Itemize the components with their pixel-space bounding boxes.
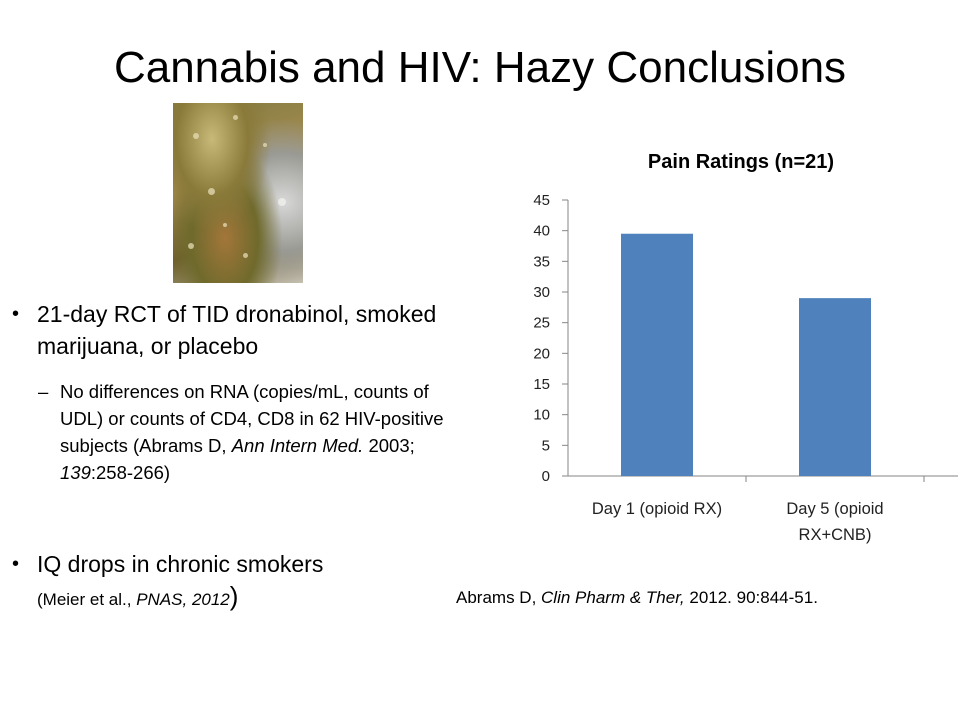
bullet-iq-text: IQ drops in chronic smokers — [37, 551, 324, 577]
y-tick-label: 30 — [533, 284, 550, 301]
x-category-label: Day 5 (opioid — [786, 500, 883, 518]
y-tick-label: 40 — [533, 223, 550, 240]
y-tick-label: 10 — [533, 407, 550, 424]
y-tick-label: 45 — [533, 192, 550, 209]
sub-bullet-text-a: No differences on RNA (copies/mL, counts… — [60, 381, 444, 456]
cannabis-photo — [173, 103, 303, 283]
sub-bullet-text-b: 2003; — [363, 435, 415, 456]
x-category-labels: Day 1 (opioid RX) Day 5 (opioid RX+CNB) — [592, 500, 884, 544]
x-category-label: Day 1 (opioid RX) — [592, 500, 722, 518]
bullet-rct: • 21-day RCT of TID dronabinol, smoked m… — [12, 298, 467, 362]
y-tick-labels: 45 40 35 30 25 20 15 10 5 0 — [533, 192, 550, 485]
bar — [621, 233, 693, 476]
chart-citation: Abrams D, Clin Pharm & Ther, 2012. 90:84… — [456, 586, 818, 610]
bullet-iq: • IQ drops in chronic smokers (Meier et … — [12, 548, 467, 616]
y-tick-label: 20 — [533, 345, 550, 362]
chart-title: Pain Ratings (n=21) — [647, 151, 835, 173]
sub-bullet-journal: Ann Intern Med. — [231, 435, 364, 456]
bullet-rct-text: 21-day RCT of TID dronabinol, smoked mar… — [37, 301, 437, 359]
bar — [799, 298, 871, 476]
sub-bullet-rna: – No differences on RNA (copies/mL, coun… — [38, 378, 472, 486]
y-tick-label: 35 — [533, 253, 550, 270]
citation-author: Abrams D, — [456, 588, 542, 607]
y-tick-label: 15 — [533, 376, 550, 393]
citation-journal: Clin Pharm & Ther, — [541, 588, 685, 607]
citation-details: 2012. 90:844-51. — [684, 588, 818, 607]
x-category-label: RX+CNB) — [799, 526, 872, 544]
bullet-iq-cite-close: ) — [229, 581, 239, 611]
bullet-dot: • — [12, 553, 20, 575]
sub-bullet-dash: – — [38, 381, 49, 402]
sub-bullet-volume: 139 — [60, 462, 91, 483]
slide-title: Cannabis and HIV: Hazy Conclusions — [113, 43, 847, 92]
sub-bullet-pages: :258-266) — [90, 462, 171, 483]
y-tick-label: 0 — [542, 468, 550, 485]
bullet-iq-cite: (Meier et al., PNAS, 2012 — [37, 590, 230, 609]
y-tick-label: 25 — [533, 315, 550, 332]
chart-bars — [621, 233, 871, 476]
bullet-dot: • — [12, 303, 20, 325]
y-tick-label: 5 — [542, 437, 550, 454]
